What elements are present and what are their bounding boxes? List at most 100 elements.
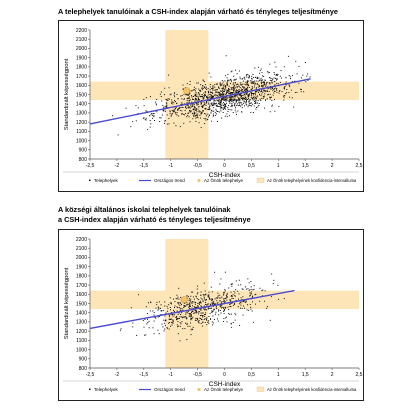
site-point <box>194 107 196 109</box>
site-point <box>207 97 209 99</box>
site-point <box>196 288 198 290</box>
site-point <box>189 93 191 95</box>
site-point <box>300 91 302 93</box>
site-point <box>170 115 172 117</box>
site-point <box>230 99 232 101</box>
site-point <box>155 317 157 319</box>
site-point <box>215 110 217 112</box>
site-point <box>191 312 193 314</box>
site-point <box>250 82 252 84</box>
site-point <box>183 93 185 95</box>
site-point <box>222 294 224 296</box>
site-point <box>199 114 201 116</box>
site-point <box>226 97 228 99</box>
site-point <box>254 84 256 86</box>
site-point <box>207 113 209 115</box>
site-point <box>244 105 246 107</box>
site-point <box>244 301 246 303</box>
site-point <box>220 302 222 304</box>
site-point <box>166 102 168 104</box>
site-point <box>230 302 232 304</box>
site-point <box>236 99 238 101</box>
x-tick-label: -2 <box>115 372 120 378</box>
site-point <box>200 117 202 119</box>
site-point <box>206 324 208 326</box>
site-point <box>119 329 121 331</box>
site-point <box>273 92 275 94</box>
site-point <box>180 304 182 306</box>
site-point <box>212 110 214 112</box>
site-point <box>254 100 256 102</box>
site-point <box>165 98 167 100</box>
site-point <box>275 74 277 76</box>
site-point <box>165 312 167 314</box>
site-point <box>218 314 220 316</box>
site-point <box>222 95 224 97</box>
site-point <box>189 80 191 82</box>
site-point <box>190 90 192 92</box>
site-point <box>210 76 212 78</box>
site-point <box>219 283 221 285</box>
site-point <box>223 107 225 109</box>
site-point <box>193 298 195 300</box>
site-point <box>276 89 278 91</box>
site-point <box>244 78 246 80</box>
site-point <box>197 98 199 100</box>
site-point <box>204 86 206 88</box>
site-point <box>211 94 213 96</box>
site-point <box>230 71 232 73</box>
site-point <box>182 309 184 311</box>
site-point <box>145 334 147 336</box>
site-point <box>188 313 190 315</box>
legend-band-label: Az Önök telephelyének konfidencia-interv… <box>267 387 357 392</box>
site-point <box>240 88 242 90</box>
site-point <box>178 312 180 314</box>
site-point <box>271 105 273 107</box>
site-point <box>147 313 149 315</box>
site-point <box>232 83 234 85</box>
site-point <box>221 99 223 101</box>
site-point <box>227 107 229 109</box>
site-point <box>248 76 250 78</box>
site-point <box>201 305 203 307</box>
site-point <box>249 292 251 294</box>
site-point <box>240 96 242 98</box>
site-point <box>216 83 218 85</box>
site-point <box>195 99 197 101</box>
y-tick-label: 800 <box>79 157 88 163</box>
site-point <box>234 319 236 321</box>
site-point <box>274 90 276 92</box>
legend-points-swatch <box>89 179 91 181</box>
site-point <box>197 117 199 119</box>
site-point <box>198 105 200 107</box>
site-point <box>168 304 170 306</box>
site-point <box>200 302 202 304</box>
site-point <box>232 298 234 300</box>
site-point <box>261 290 263 292</box>
site-point <box>230 92 232 94</box>
site-point <box>188 94 190 96</box>
site-point <box>216 308 218 310</box>
site-point <box>211 299 213 301</box>
site-point <box>164 328 166 330</box>
site-point <box>204 122 206 124</box>
site-point <box>175 316 177 318</box>
site-point <box>225 102 227 104</box>
site-point <box>200 322 202 324</box>
site-point <box>198 90 200 92</box>
site-point <box>243 94 245 96</box>
site-point <box>196 116 198 118</box>
site-point <box>223 93 225 95</box>
site-point <box>181 106 183 108</box>
site-point <box>170 303 172 305</box>
site-point <box>239 93 241 95</box>
site-point <box>167 307 169 309</box>
x-tick-label: 0 <box>223 372 226 378</box>
site-point <box>165 105 167 107</box>
site-point <box>305 81 307 83</box>
site-point <box>186 312 188 314</box>
site-point <box>190 329 192 331</box>
site-point <box>247 95 249 97</box>
site-point <box>153 115 155 117</box>
site-point <box>219 94 221 96</box>
